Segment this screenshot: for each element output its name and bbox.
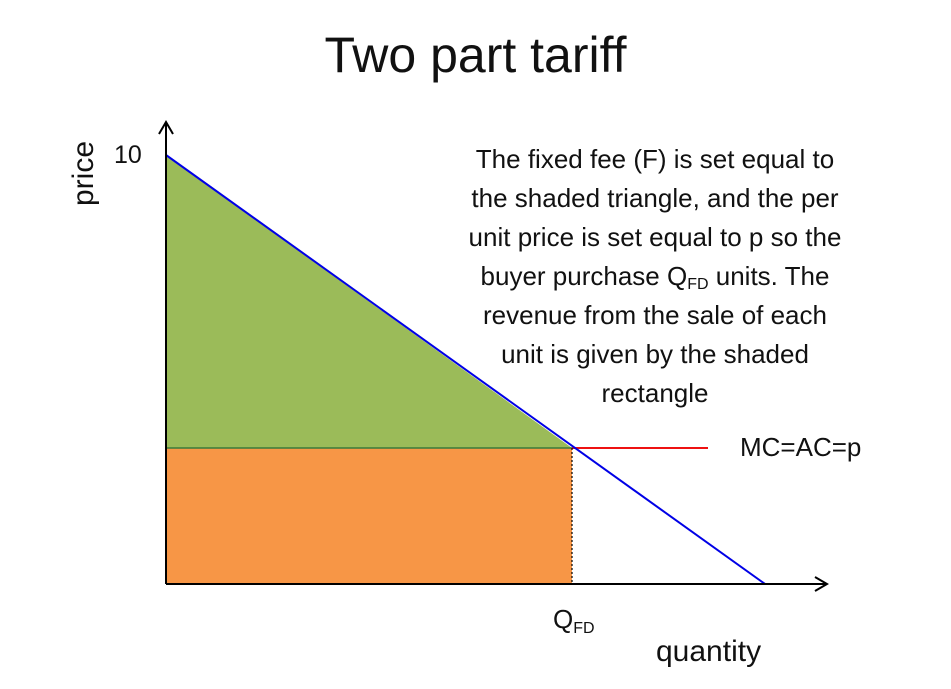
qfd-sub: FD xyxy=(573,620,595,637)
x-axis-arrow xyxy=(814,576,829,592)
description-text: The fixed fee (F) is set equal to the sh… xyxy=(430,140,880,413)
page-title: Two part tariff xyxy=(324,27,627,83)
qfd-tick-label: QFD xyxy=(553,604,595,638)
description-line-pre: buyer purchase Q xyxy=(480,261,688,291)
y-axis-arrow xyxy=(158,120,174,135)
y-axis-label: price xyxy=(67,140,100,206)
description-line-sub: FD xyxy=(687,276,709,293)
mc-label: MC=AC=p xyxy=(740,432,862,462)
description-line: the shaded triangle, and the per xyxy=(471,183,839,213)
description-line: revenue from the sale of each xyxy=(483,300,827,330)
x-axis-label: quantity xyxy=(656,635,762,668)
description-line: rectangle xyxy=(601,378,709,408)
description-line: buyer purchase QFD units. The xyxy=(430,257,880,296)
demand-curve xyxy=(165,154,766,585)
description-line: unit is given by the shaded xyxy=(501,339,809,369)
qfd-main: Q xyxy=(553,604,574,634)
description-line: unit price is set equal to p so the xyxy=(468,222,842,252)
revenue-rectangle xyxy=(166,448,572,584)
description-line: The fixed fee (F) is set equal to xyxy=(475,144,835,174)
description-line-post: units. The xyxy=(708,261,830,291)
y-tick-10: 10 xyxy=(114,141,142,169)
